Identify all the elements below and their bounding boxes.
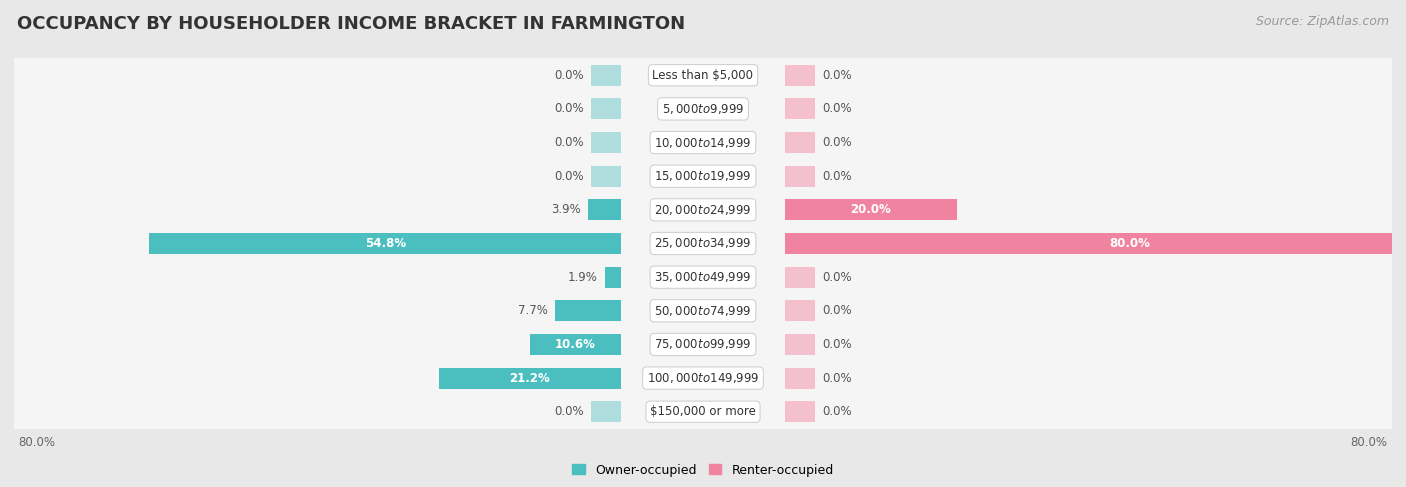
Bar bbox=[588, 199, 621, 220]
Text: 80.0%: 80.0% bbox=[18, 435, 55, 449]
Text: 20.0%: 20.0% bbox=[851, 204, 891, 216]
Text: 21.2%: 21.2% bbox=[509, 372, 550, 385]
Text: 80.0%: 80.0% bbox=[1351, 435, 1388, 449]
Text: 0.0%: 0.0% bbox=[823, 169, 852, 183]
Text: $50,000 to $74,999: $50,000 to $74,999 bbox=[654, 304, 752, 318]
Bar bbox=[785, 65, 815, 86]
Text: 3.9%: 3.9% bbox=[551, 204, 581, 216]
Bar bbox=[591, 132, 621, 153]
FancyBboxPatch shape bbox=[14, 144, 1392, 208]
Text: $150,000 or more: $150,000 or more bbox=[650, 405, 756, 418]
FancyBboxPatch shape bbox=[14, 279, 1392, 343]
FancyBboxPatch shape bbox=[14, 245, 1392, 309]
FancyBboxPatch shape bbox=[14, 346, 1392, 411]
Bar bbox=[785, 233, 1406, 254]
Text: Less than $5,000: Less than $5,000 bbox=[652, 69, 754, 82]
Bar bbox=[530, 334, 621, 355]
Text: 0.0%: 0.0% bbox=[554, 136, 583, 149]
Bar bbox=[149, 233, 621, 254]
Text: 80.0%: 80.0% bbox=[1109, 237, 1150, 250]
Text: 0.0%: 0.0% bbox=[823, 372, 852, 385]
Text: $10,000 to $14,999: $10,000 to $14,999 bbox=[654, 135, 752, 150]
Text: 7.7%: 7.7% bbox=[519, 304, 548, 318]
Bar bbox=[785, 401, 815, 422]
Text: $35,000 to $49,999: $35,000 to $49,999 bbox=[654, 270, 752, 284]
Bar bbox=[785, 98, 815, 119]
Bar bbox=[785, 267, 815, 288]
FancyBboxPatch shape bbox=[14, 110, 1392, 175]
Text: 0.0%: 0.0% bbox=[823, 271, 852, 283]
Bar bbox=[785, 300, 815, 321]
Bar bbox=[591, 166, 621, 187]
Text: 0.0%: 0.0% bbox=[823, 136, 852, 149]
Bar bbox=[591, 98, 621, 119]
Text: 54.8%: 54.8% bbox=[364, 237, 406, 250]
Text: OCCUPANCY BY HOUSEHOLDER INCOME BRACKET IN FARMINGTON: OCCUPANCY BY HOUSEHOLDER INCOME BRACKET … bbox=[17, 15, 685, 33]
FancyBboxPatch shape bbox=[14, 43, 1392, 108]
Bar bbox=[785, 132, 815, 153]
Text: 10.6%: 10.6% bbox=[555, 338, 596, 351]
Text: 0.0%: 0.0% bbox=[554, 169, 583, 183]
Text: 0.0%: 0.0% bbox=[823, 405, 852, 418]
Bar bbox=[439, 368, 621, 389]
FancyBboxPatch shape bbox=[14, 76, 1392, 141]
Text: $15,000 to $19,999: $15,000 to $19,999 bbox=[654, 169, 752, 183]
Bar bbox=[785, 368, 815, 389]
Text: $25,000 to $34,999: $25,000 to $34,999 bbox=[654, 237, 752, 250]
Text: 0.0%: 0.0% bbox=[823, 338, 852, 351]
Bar bbox=[785, 334, 815, 355]
Bar bbox=[591, 65, 621, 86]
Text: $75,000 to $99,999: $75,000 to $99,999 bbox=[654, 337, 752, 352]
Text: 1.9%: 1.9% bbox=[568, 271, 598, 283]
Text: $20,000 to $24,999: $20,000 to $24,999 bbox=[654, 203, 752, 217]
Bar bbox=[591, 401, 621, 422]
Text: 0.0%: 0.0% bbox=[823, 102, 852, 115]
Legend: Owner-occupied, Renter-occupied: Owner-occupied, Renter-occupied bbox=[568, 459, 838, 482]
Text: 0.0%: 0.0% bbox=[554, 69, 583, 82]
FancyBboxPatch shape bbox=[14, 211, 1392, 276]
Bar bbox=[605, 267, 621, 288]
FancyBboxPatch shape bbox=[14, 312, 1392, 377]
Bar bbox=[785, 166, 815, 187]
FancyBboxPatch shape bbox=[14, 379, 1392, 444]
Text: $5,000 to $9,999: $5,000 to $9,999 bbox=[662, 102, 744, 116]
FancyBboxPatch shape bbox=[14, 178, 1392, 242]
Bar bbox=[555, 300, 621, 321]
Text: 0.0%: 0.0% bbox=[823, 69, 852, 82]
Text: 0.0%: 0.0% bbox=[554, 405, 583, 418]
Text: 0.0%: 0.0% bbox=[554, 102, 583, 115]
Text: Source: ZipAtlas.com: Source: ZipAtlas.com bbox=[1256, 15, 1389, 28]
Bar bbox=[785, 199, 957, 220]
Text: 0.0%: 0.0% bbox=[823, 304, 852, 318]
Text: $100,000 to $149,999: $100,000 to $149,999 bbox=[647, 371, 759, 385]
